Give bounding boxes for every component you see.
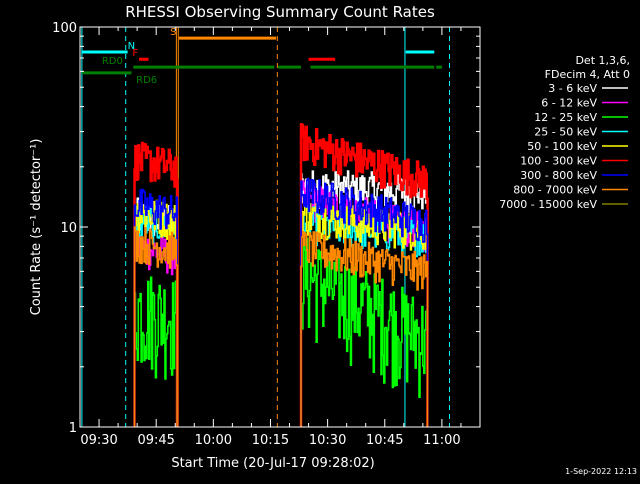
legend: Det 1,3,6,FDecim 4, Att 03 - 6 keV 6 - 12… <box>499 54 630 211</box>
y-tick-label: 1 <box>69 421 77 436</box>
x-tick-label: 09:45 <box>137 433 174 448</box>
x-tick-label: 10:30 <box>309 433 346 448</box>
series-line <box>300 237 429 428</box>
flag-label: F <box>132 48 138 59</box>
legend-entry-label: 25 - 50 keV <box>534 126 597 139</box>
flag-label: S <box>170 27 176 38</box>
series-line <box>299 123 429 428</box>
flag-bars-layer: N S F RD0 RD6 <box>81 27 442 86</box>
y-tick-label: 10 <box>60 221 77 236</box>
series-line <box>133 276 179 428</box>
x-tick-label: 11:00 <box>423 433 460 448</box>
legend-entry-label: 100 - 300 keV <box>520 155 597 168</box>
y-tick-label: 100 <box>52 21 77 36</box>
plot-layer <box>81 27 451 428</box>
legend-header: FDecim 4, Att 0 <box>545 68 630 81</box>
legend-entry-label: 800 - 7000 keV <box>513 184 597 197</box>
flag-label: RD6 <box>136 75 157 86</box>
axes-frame: 09:30 09:45 10:00 10:15 10:30 10:45 11:00 1 10 10… <box>52 21 481 448</box>
series-line <box>133 188 179 428</box>
series-line <box>133 141 179 428</box>
series-line <box>300 177 429 428</box>
legend-entry-label: 12 - 25 keV <box>534 111 597 124</box>
legend-entry-label: 7000 - 15000 keV <box>499 198 597 211</box>
flag-label: N <box>128 41 135 52</box>
x-tick-label: 10:15 <box>252 433 289 448</box>
legend-entry-label: 6 - 12 keV <box>541 97 597 110</box>
x-axis-label: Start Time (20-Jul-17 09:28:02) <box>171 456 374 471</box>
legend-entry-label: 300 - 800 keV <box>520 169 597 182</box>
legend-entry-label: 50 - 100 keV <box>527 140 597 153</box>
legend-entry-label: 3 - 6 keV <box>548 82 597 95</box>
y-axis-label: Count Rate (s⁻¹ detector⁻¹) <box>29 139 44 316</box>
series-line <box>133 226 179 428</box>
series-line <box>300 231 429 428</box>
chart-title: RHESSI Observing Summary Count Rates <box>125 3 435 21</box>
x-tick-label: 09:30 <box>80 433 117 448</box>
x-tick-label: 10:00 <box>195 433 232 448</box>
flag-label: RD0 <box>102 56 123 67</box>
legend-header: Det 1,3,6, <box>575 54 630 67</box>
date-stamp: 1-Sep-2022 12:13 <box>565 467 637 476</box>
x-tick-label: 10:45 <box>366 433 403 448</box>
